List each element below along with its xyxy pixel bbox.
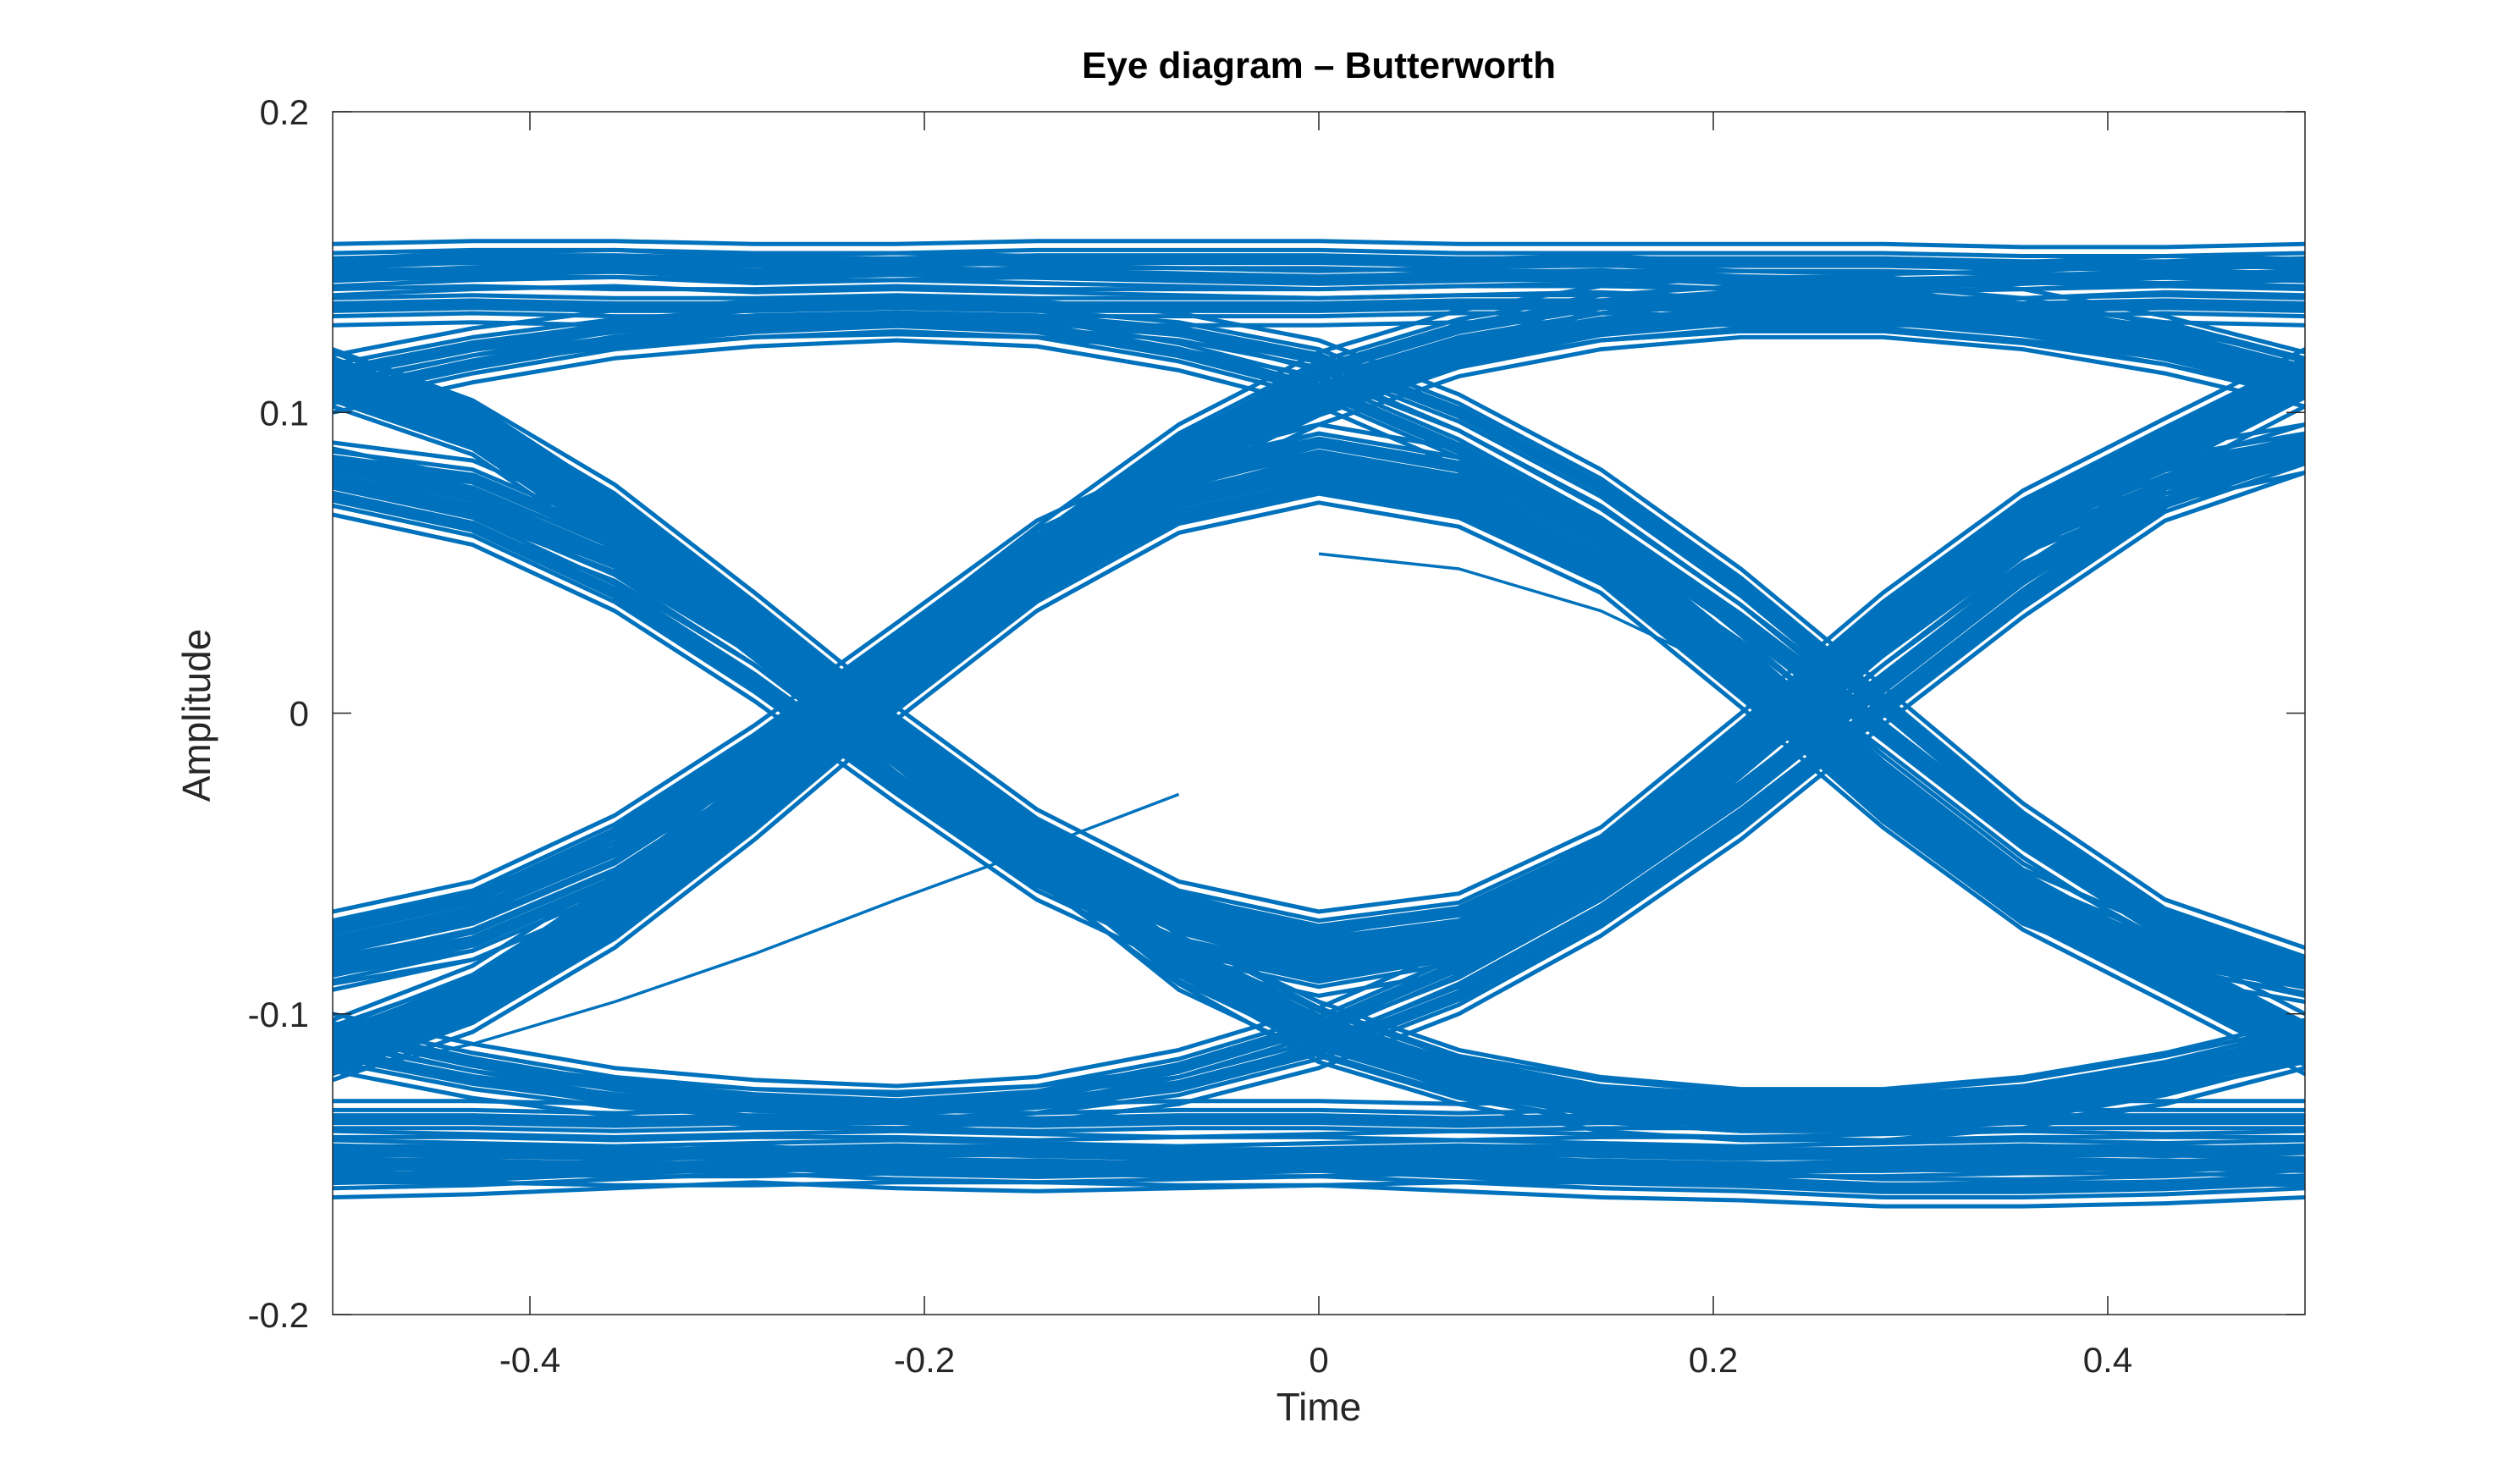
eye-trace-24-2 <box>333 313 2305 1062</box>
stray-trace-1 <box>1318 552 1742 679</box>
eye-trace-16-4 <box>333 1128 2305 1139</box>
eye-trace-13-4 <box>333 422 2305 938</box>
eye-trace-7-3 <box>333 356 2305 923</box>
eye-trace-9-3 <box>333 359 2305 1100</box>
trace-group <box>333 239 2305 1209</box>
eye-trace-28-3 <box>333 461 2305 978</box>
eye-trace-26-1 <box>333 301 2305 953</box>
eye-trace-28-1 <box>333 479 2305 995</box>
eye-trace-28-0 <box>333 488 2305 1004</box>
y-tick-label: 0 <box>289 694 309 734</box>
y-tick-label: 0.1 <box>260 393 309 433</box>
eye-trace-2-1 <box>333 274 2305 295</box>
eye-trace-17-1 <box>333 1171 2305 1199</box>
x-tick-label: -0.2 <box>894 1340 955 1380</box>
x-axis-ticks: -0.4 -0.2 0 0.2 0.4 <box>499 112 2132 1380</box>
y-tick-label: 0.2 <box>260 92 309 132</box>
eye-trace-28-2 <box>333 466 2305 990</box>
eye-trace-0-4 <box>333 239 2305 250</box>
eye-trace-16-3 <box>333 1138 2305 1149</box>
eye-trace-13-1 <box>333 449 2305 965</box>
eye-trace-22-0 <box>333 500 2305 1083</box>
x-tick-label: 0.4 <box>2083 1340 2132 1380</box>
eye-trace-19-0 <box>333 458 2305 1125</box>
eye-trace-27-4 <box>333 422 2305 962</box>
eye-trace-13-3 <box>333 431 2305 947</box>
eye-trace-19-1 <box>333 449 2305 1116</box>
eye-trace-17-4 <box>333 1144 2305 1172</box>
eye-trace-3-4 <box>333 295 2305 951</box>
eye-trace-17-2 <box>333 1158 2305 1194</box>
eye-trace-15-2 <box>333 1113 2305 1128</box>
chart-title: Eye diagram – Butterworth <box>1082 45 1556 86</box>
eye-trace-2-4 <box>333 247 2305 267</box>
eye-trace-12-0 <box>333 470 2305 998</box>
eye-trace-15-1 <box>333 1126 2305 1133</box>
y-axis-ticks: -0.2 -0.1 0 0.1 0.2 <box>248 92 2305 1335</box>
eye-trace-28-4 <box>333 452 2305 968</box>
eye-trace-24-1 <box>333 326 2305 1067</box>
eye-trace-9-4 <box>333 350 2305 1092</box>
eye-trace-19-3 <box>333 431 2305 1098</box>
eye-trace-18-0 <box>333 470 2305 1131</box>
plot-area <box>332 111 2306 1315</box>
eye-trace-13-0 <box>333 458 2305 974</box>
eye-trace-26-0 <box>333 311 2305 962</box>
eye-trace-16-2 <box>333 1143 2305 1161</box>
eye-trace-2-2 <box>333 262 2305 289</box>
x-axis-label: Time <box>1277 1385 1362 1429</box>
eye-trace-17-0 <box>333 1180 2305 1209</box>
y-axis-label: Amplitude <box>174 629 218 802</box>
eye-trace-7-4 <box>333 347 2305 914</box>
eye-trace-19-4 <box>333 422 2305 1089</box>
x-tick-label: -0.4 <box>499 1340 560 1380</box>
y-tick-label: -0.2 <box>248 1295 309 1335</box>
x-tick-label: 0 <box>1309 1340 1328 1380</box>
eye-trace-2-3 <box>333 256 2305 277</box>
stray-trace-0 <box>333 792 1180 1076</box>
x-tick-label: 0.2 <box>1689 1340 1738 1380</box>
y-tick-label: -0.1 <box>248 995 309 1034</box>
eye-trace-19-2 <box>333 436 2305 1111</box>
eye-trace-27-3 <box>333 431 2305 971</box>
eye-trace-17-3 <box>333 1153 2305 1182</box>
eye-trace-12-1 <box>333 461 2305 990</box>
eye-trace-22-1 <box>333 491 2305 1073</box>
eye-trace-15-0 <box>333 1134 2305 1143</box>
eye-trace-13-2 <box>333 436 2305 960</box>
